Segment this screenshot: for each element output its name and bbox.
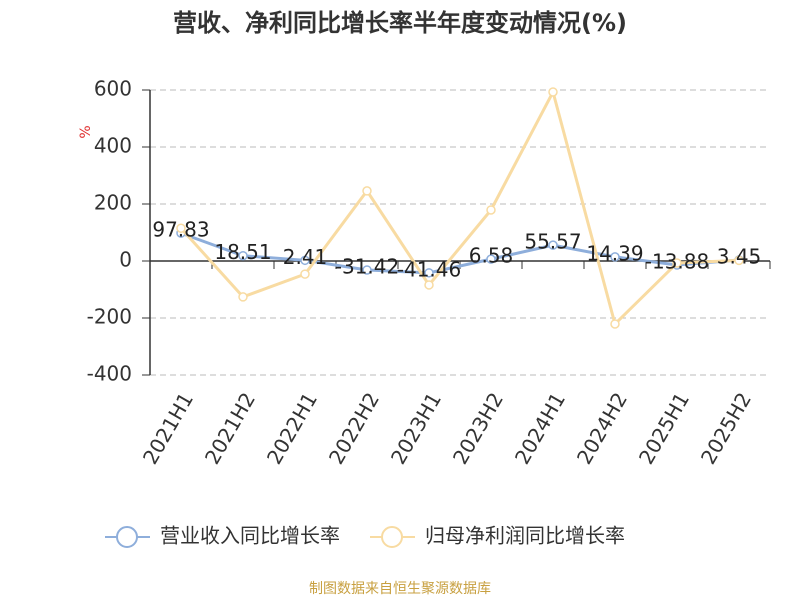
data-label: 55.57	[524, 230, 581, 254]
y-tick-label: 0	[119, 248, 132, 272]
series-line	[179, 87, 740, 327]
x-tick-label: 2025H1	[634, 388, 694, 468]
data-label: -13.88	[645, 249, 709, 273]
y-tick-label: 400	[94, 134, 132, 158]
y-tick-label: 600	[94, 77, 132, 101]
data-label: 3.45	[717, 245, 762, 269]
point	[238, 250, 248, 261]
legend-marker	[381, 526, 403, 548]
point	[548, 240, 558, 250]
data-label: -41.46	[397, 257, 461, 281]
series-line	[180, 231, 740, 275]
legend-label: 营业收入同比增长率	[160, 524, 340, 548]
x-tick-label: 2024H1	[510, 388, 570, 468]
point	[176, 223, 186, 233]
y-tick-label: 200	[94, 191, 132, 215]
source-note: 制图数据来自恒生聚源数据库	[309, 581, 491, 597]
y-tick-label: -400	[87, 362, 132, 386]
point	[300, 255, 310, 266]
legend-marker	[116, 526, 138, 548]
point	[486, 254, 496, 264]
point	[424, 268, 434, 278]
chart-title: 营收、净利同比增长率半年度变动情况(%)	[173, 9, 627, 37]
x-tick-label: 2022H1	[262, 388, 322, 468]
data-label: 6.58	[469, 244, 514, 268]
point	[672, 258, 682, 268]
x-tick-label: 2021H1	[138, 388, 198, 468]
x-tick-label: 2023H2	[448, 388, 508, 468]
x-tick-label: 2025H2	[696, 388, 756, 468]
x-tick-label: 2023H1	[386, 388, 446, 468]
data-label: 97.83	[152, 218, 209, 242]
y-axis-label: %	[78, 125, 94, 138]
data-label: 18.51	[214, 240, 271, 264]
point	[610, 319, 620, 329]
x-tick-label: 2024H2	[572, 388, 632, 468]
point	[362, 265, 372, 275]
point	[548, 87, 558, 97]
legend-label: 归母净利润同比增长率	[425, 524, 625, 548]
data-label: -31.42	[335, 254, 399, 278]
point	[734, 255, 744, 266]
point	[486, 205, 496, 215]
x-tick-label: 2021H2	[200, 388, 260, 468]
data-label: 14.39	[586, 241, 643, 265]
point	[424, 280, 434, 290]
data-label: 2.41	[283, 245, 328, 269]
y-tick-label: -200	[87, 305, 132, 329]
x-tick-label: 2022H2	[324, 388, 384, 468]
point	[300, 269, 310, 279]
point	[610, 252, 620, 262]
point	[362, 186, 372, 196]
point	[238, 292, 248, 302]
